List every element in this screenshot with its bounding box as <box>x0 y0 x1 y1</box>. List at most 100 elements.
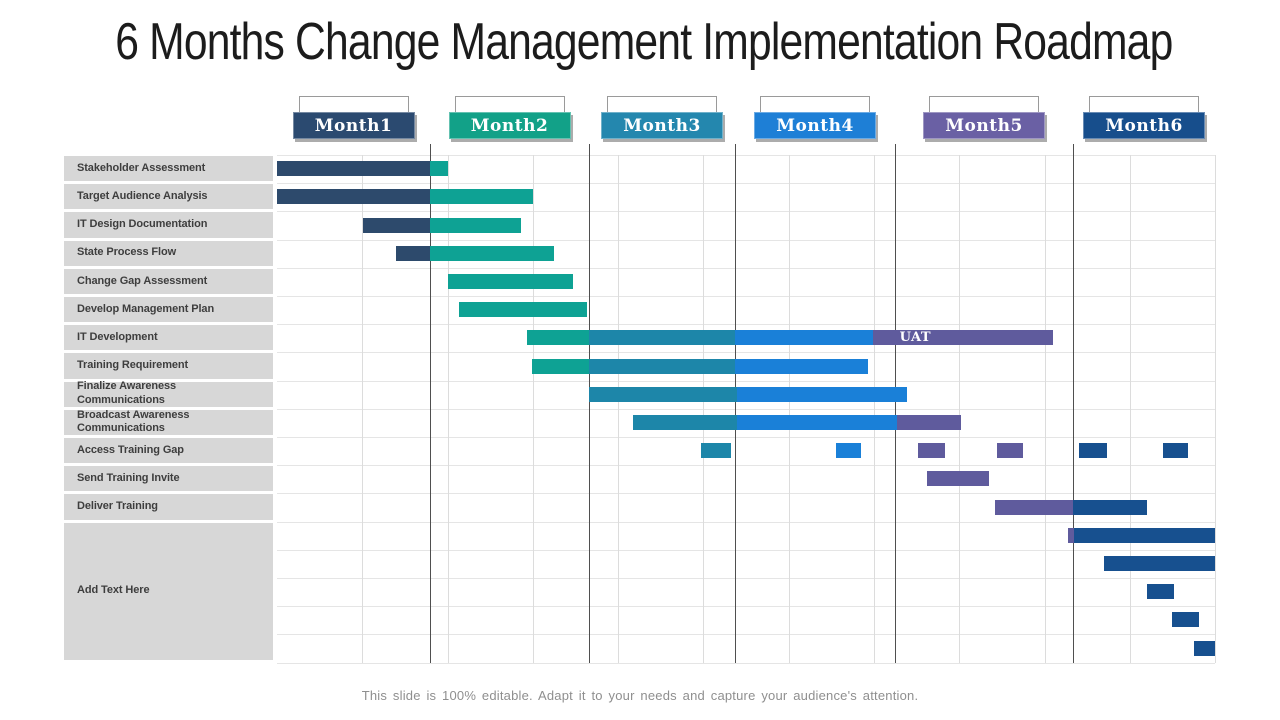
gridline-h <box>277 578 1215 579</box>
gantt-bar <box>1073 499 1147 515</box>
gridline-v-minor <box>1129 155 1131 663</box>
gridline-h <box>277 211 1215 213</box>
gridline-h <box>277 437 1215 438</box>
gantt-bar <box>996 443 1024 459</box>
gantt-bar <box>835 443 862 459</box>
gridline-h <box>277 465 1215 467</box>
gantt-bar <box>1146 584 1174 600</box>
task-label-text: Stakeholder Assessment <box>77 161 206 174</box>
task-label-text: Access Training Gap <box>77 443 184 456</box>
gridline-h <box>277 296 1215 297</box>
gantt-bar <box>1172 612 1200 628</box>
task-label-text: Broadcast Awareness Communications <box>77 408 190 435</box>
task-label: Broadcast Awareness Communications <box>64 408 273 435</box>
task-label-text: IT Development <box>77 330 158 343</box>
gridline-h <box>277 549 1215 551</box>
task-label: Change Gap Assessment <box>64 268 273 294</box>
gantt-bar <box>277 189 430 205</box>
gantt-bar <box>918 443 945 459</box>
gridline-v-minor <box>447 155 449 663</box>
gantt-bar: UAT <box>872 330 1054 346</box>
gantt-bar <box>1193 640 1215 656</box>
gridline-h <box>277 380 1215 382</box>
task-label: State Process Flow <box>64 240 273 266</box>
task-label-text: Training Requirement <box>77 359 189 372</box>
gridline-v-month <box>589 144 590 663</box>
gridline-v-minor <box>873 155 875 663</box>
gantt-bar <box>736 386 908 402</box>
gantt-bar <box>632 415 737 430</box>
gridline-h <box>277 183 1215 185</box>
gantt-bar <box>430 245 554 261</box>
gridline-h <box>277 239 1215 241</box>
month-header-label: Month3 <box>623 115 701 136</box>
gantt-bar <box>735 330 873 346</box>
gantt-bar <box>896 415 961 430</box>
month-header-label: Month5 <box>945 115 1023 136</box>
month-header: Month6 <box>1083 112 1205 139</box>
gridline-v-month <box>895 144 896 663</box>
gridline-v-minor <box>1044 155 1046 663</box>
gantt-bar <box>1067 527 1075 543</box>
task-label: Access Training Gap <box>64 438 273 464</box>
bar-label-uat: UAT <box>899 330 932 346</box>
task-label-text: State Process Flow <box>77 246 177 259</box>
gridline-v-minor <box>959 155 961 663</box>
gantt-bar <box>1074 527 1215 543</box>
page-title: 6 Months Change Management Implementatio… <box>115 13 1173 71</box>
gridline-v-month <box>430 144 431 663</box>
gridline-h <box>277 267 1215 269</box>
gridline-v-minor <box>532 155 534 663</box>
gridline-v-minor <box>788 155 790 663</box>
gantt-bar <box>430 161 448 177</box>
gantt-bar <box>362 217 430 233</box>
task-label-text: Deliver Training <box>77 500 158 513</box>
month-header-label: Month4 <box>776 115 854 136</box>
gridline-v-month <box>735 144 736 663</box>
gridline-h <box>277 324 1215 326</box>
gantt-bar <box>735 358 868 374</box>
gridline-v-minor <box>1215 155 1216 663</box>
gantt-bar <box>430 217 521 233</box>
month-header: Month5 <box>923 112 1045 139</box>
task-label: Develop Management Plan <box>64 297 273 323</box>
gantt-bar <box>396 245 430 261</box>
gridline-v-minor <box>618 155 620 663</box>
gantt-bar <box>736 415 897 430</box>
add-text-cell: Add Text Here <box>64 522 273 660</box>
task-label: Stakeholder Assessment <box>64 156 273 182</box>
gridline-h <box>277 408 1215 410</box>
task-label: Training Requirement <box>64 353 273 379</box>
task-label: Target Audience Analysis <box>64 184 273 210</box>
task-label: Finalize Awareness Communications <box>64 380 273 407</box>
gantt-bar <box>277 161 430 177</box>
task-label: IT Development <box>64 325 273 351</box>
month-header: Month2 <box>448 112 571 139</box>
gantt-bar <box>458 302 588 318</box>
month-header-label: Month1 <box>314 115 393 136</box>
gantt-bar <box>927 471 990 487</box>
gridline-h <box>277 493 1215 495</box>
gridline-v-month <box>1073 144 1074 663</box>
gridline-h <box>277 352 1215 354</box>
add-text-label: Add Text Here <box>77 584 150 597</box>
gantt-bar <box>1104 556 1215 571</box>
footer-note: This slide is 100% editable. Adapt it to… <box>361 688 919 703</box>
gantt-bar <box>430 189 534 205</box>
task-label: IT Design Documentation <box>64 212 273 238</box>
task-label: Deliver Training <box>64 494 273 520</box>
task-label-text: Develop Management Plan <box>77 302 215 315</box>
gridline-h <box>277 606 1215 608</box>
gridline-h <box>277 662 1215 664</box>
month-header: Month3 <box>601 112 723 139</box>
gantt-bar <box>1162 443 1189 459</box>
gantt-bar <box>527 330 589 346</box>
task-label: Send Training Invite <box>64 466 273 492</box>
task-label-text: Change Gap Assessment <box>77 274 208 287</box>
month-header-label: Month2 <box>470 115 549 136</box>
gridline-v-minor <box>703 155 705 663</box>
task-label-text: Finalize Awareness Communications <box>77 380 177 407</box>
task-label-text: Target Audience Analysis <box>77 189 208 202</box>
gridline-h <box>277 155 1215 156</box>
